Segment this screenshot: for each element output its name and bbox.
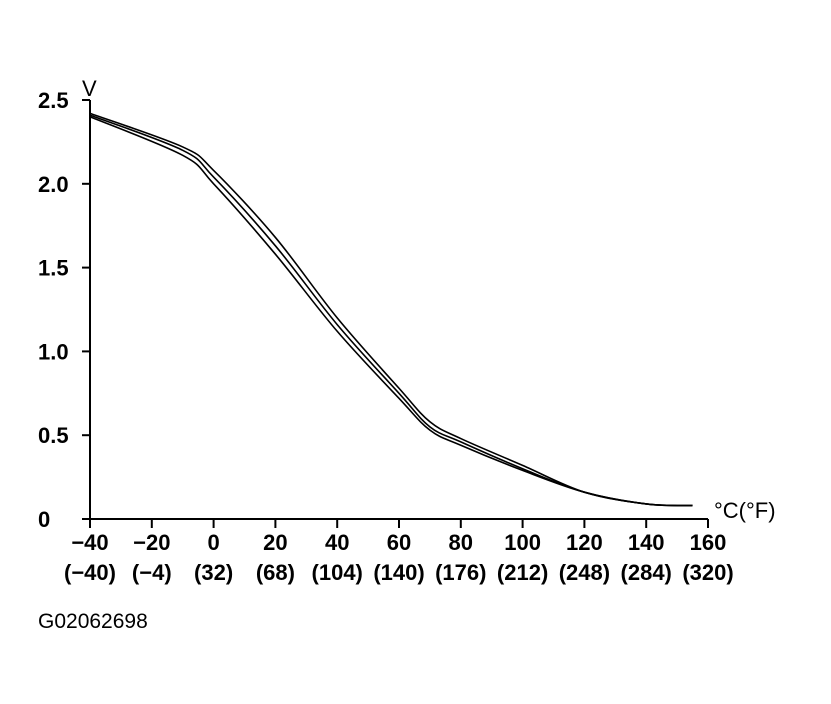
y-ticks: 2.5 2.0 1.5 1.0 0.5 0 <box>38 88 90 532</box>
x-tick-label-fahrenheit: (140) <box>373 560 424 585</box>
x-tick-label-celsius: 100 <box>504 530 541 555</box>
x-tick-label-fahrenheit: (176) <box>435 560 486 585</box>
x-tick-label-fahrenheit: (212) <box>497 560 548 585</box>
series-line-2 <box>89 114 693 507</box>
y-tick-label: 1.0 <box>38 339 69 364</box>
series-line-1 <box>89 112 693 507</box>
x-tick-label-fahrenheit: (68) <box>256 560 295 585</box>
x-tick-label-celsius: 140 <box>628 530 665 555</box>
figure-id: G02062698 <box>38 610 148 633</box>
x-tick-label-fahrenheit: (248) <box>559 560 610 585</box>
x-tick-label-celsius: 120 <box>566 530 603 555</box>
x-tick-label-fahrenheit: (320) <box>682 560 733 585</box>
x-tick-label-celsius: 80 <box>449 530 473 555</box>
y-tick-label: 1.5 <box>38 256 69 281</box>
x-tick-label-fahrenheit: (104) <box>312 560 363 585</box>
y-axis-unit-label: V <box>82 76 97 101</box>
y-tick-label: 0 <box>38 507 50 532</box>
y-tick-label: 0.5 <box>38 423 69 448</box>
x-tick-label-celsius: 0 <box>207 530 219 555</box>
x-tick-label-fahrenheit: (284) <box>621 560 672 585</box>
y-tick-label: 2.0 <box>38 172 69 197</box>
x-tick-label-celsius: 60 <box>387 530 411 555</box>
series-line-3 <box>89 116 693 507</box>
y-tick-label: 2.5 <box>38 88 69 113</box>
series-layer <box>89 112 693 507</box>
x-tick-label-celsius: −20 <box>133 530 170 555</box>
x-tick-label-fahrenheit: (32) <box>194 560 233 585</box>
x-ticks: −40 (−40) −20 (−4) 0 (32) 20 (68) 40 (104) 60 (140)… <box>64 519 734 585</box>
x-axis-unit-label: °C(°F) <box>714 498 776 523</box>
x-tick-label-celsius: −40 <box>71 530 108 555</box>
x-tick-label-celsius: 160 <box>690 530 727 555</box>
x-tick-label-fahrenheit: (−40) <box>64 560 116 585</box>
x-tick-label-celsius: 40 <box>325 530 349 555</box>
x-tick-label-celsius: 20 <box>263 530 287 555</box>
x-tick-label-fahrenheit: (−4) <box>132 560 172 585</box>
